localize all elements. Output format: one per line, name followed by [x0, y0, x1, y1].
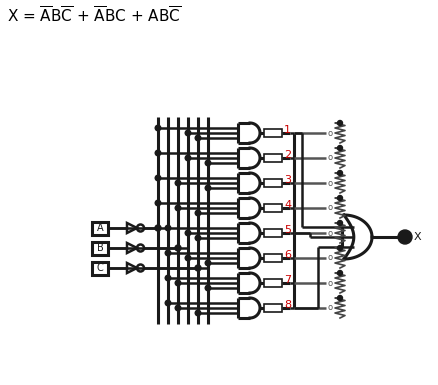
- Bar: [264, 254, 282, 262]
- Circle shape: [338, 146, 343, 151]
- Circle shape: [398, 230, 412, 244]
- Circle shape: [195, 135, 201, 141]
- Bar: [264, 179, 282, 187]
- Text: X: X: [414, 232, 422, 242]
- Circle shape: [185, 255, 191, 261]
- Circle shape: [175, 305, 181, 311]
- Circle shape: [155, 150, 161, 156]
- Text: o: o: [328, 278, 332, 288]
- Circle shape: [338, 171, 343, 176]
- Text: A: A: [97, 223, 103, 233]
- Circle shape: [165, 300, 171, 306]
- Circle shape: [155, 175, 161, 181]
- Bar: [92, 261, 108, 275]
- Circle shape: [195, 235, 201, 241]
- Circle shape: [205, 185, 211, 191]
- Circle shape: [205, 285, 211, 291]
- Text: o: o: [328, 253, 332, 263]
- Circle shape: [175, 280, 181, 286]
- Circle shape: [338, 221, 343, 226]
- Text: 2: 2: [284, 150, 291, 160]
- Circle shape: [155, 125, 161, 131]
- Circle shape: [175, 245, 181, 251]
- Bar: [92, 221, 108, 234]
- Circle shape: [195, 310, 201, 316]
- Text: 4: 4: [284, 200, 291, 210]
- Bar: [264, 204, 282, 212]
- Circle shape: [165, 225, 171, 231]
- Bar: [264, 304, 282, 312]
- Circle shape: [165, 250, 171, 256]
- Text: B: B: [97, 243, 103, 253]
- Circle shape: [338, 296, 343, 301]
- Text: o: o: [328, 303, 332, 313]
- Circle shape: [185, 130, 191, 136]
- Text: 8: 8: [284, 300, 291, 310]
- Text: 6: 6: [284, 250, 291, 260]
- Text: X = $\mathregular{\overline{A}}$B$\mathregular{\overline{C}}$ + $\mathregular{\o: X = $\mathregular{\overline{A}}$B$\mathr…: [7, 6, 181, 26]
- Bar: [264, 229, 282, 237]
- Circle shape: [155, 225, 161, 231]
- Circle shape: [338, 196, 343, 201]
- Text: 1: 1: [284, 125, 291, 135]
- Text: o: o: [328, 229, 332, 238]
- Text: o: o: [328, 154, 332, 162]
- Text: o: o: [328, 204, 332, 213]
- Circle shape: [338, 121, 343, 126]
- Text: 7: 7: [284, 275, 291, 285]
- Circle shape: [185, 230, 191, 236]
- Bar: [264, 154, 282, 162]
- Circle shape: [165, 275, 171, 281]
- Circle shape: [155, 200, 161, 206]
- Text: 5: 5: [284, 225, 291, 235]
- Bar: [264, 279, 282, 287]
- Text: 3: 3: [284, 175, 291, 185]
- Bar: [92, 241, 108, 254]
- Circle shape: [175, 205, 181, 211]
- Circle shape: [195, 265, 201, 271]
- Text: o: o: [328, 129, 332, 137]
- Circle shape: [205, 160, 211, 166]
- Bar: [264, 129, 282, 137]
- Circle shape: [175, 180, 181, 186]
- Circle shape: [338, 271, 343, 276]
- Circle shape: [185, 155, 191, 161]
- Circle shape: [195, 210, 201, 216]
- Text: C: C: [97, 263, 103, 273]
- Circle shape: [338, 246, 343, 251]
- Circle shape: [205, 260, 211, 266]
- Text: o: o: [328, 179, 332, 187]
